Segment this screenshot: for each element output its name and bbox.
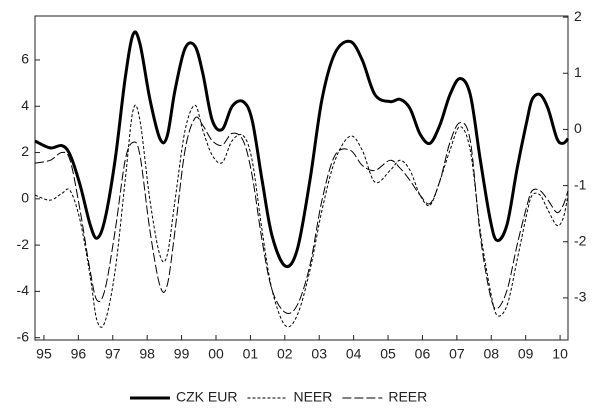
y2-tick-label: -2 — [574, 232, 587, 248]
x-tick-label: 05 — [380, 346, 396, 362]
x-tick-label: 03 — [311, 346, 327, 362]
x-tick-label: 07 — [449, 346, 465, 362]
y2-tick-label: -1 — [574, 176, 587, 192]
x-tick-label: 95 — [36, 346, 52, 362]
legend-label: CZK EUR — [176, 389, 237, 405]
x-tick-label: 99 — [174, 346, 190, 362]
x-tick-label: 00 — [208, 346, 224, 362]
legend-label: NEER — [293, 389, 332, 405]
y2-tick-label: 2 — [574, 8, 582, 24]
legend-label: REER — [388, 389, 427, 405]
x-tick-label: 96 — [71, 346, 87, 362]
y-tick-label: 6 — [21, 51, 29, 67]
y-tick-label: -4 — [17, 282, 30, 298]
y-tick-label: 4 — [21, 97, 29, 113]
x-tick-label: 97 — [105, 346, 121, 362]
series-line — [34, 104, 569, 328]
series-line — [34, 30, 570, 268]
y-tick-label: 2 — [21, 143, 29, 159]
plot-frame — [34, 15, 569, 341]
x-tick-label: 02 — [277, 346, 293, 362]
y2-tick-label: 1 — [574, 64, 582, 80]
x-tick-label: 10 — [552, 346, 568, 362]
x-tick-label: 98 — [139, 346, 155, 362]
x-tick-label: 08 — [483, 346, 499, 362]
y2-tick-label: -3 — [574, 289, 587, 305]
x-tick-label: 09 — [518, 346, 534, 362]
y-tick-label: -6 — [17, 328, 30, 344]
x-tick-label: 04 — [346, 346, 362, 362]
x-tick-label: 06 — [415, 346, 431, 362]
y2-tick-label: 0 — [574, 120, 582, 136]
series-line — [34, 116, 569, 315]
x-tick-label: 01 — [243, 346, 259, 362]
y-tick-label: -2 — [17, 236, 30, 252]
y-tick-label: 0 — [21, 190, 29, 206]
